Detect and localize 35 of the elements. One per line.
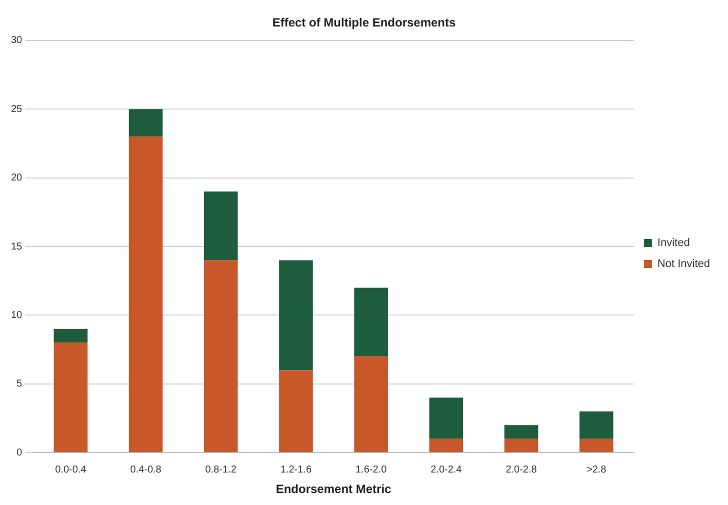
bar: [354, 288, 388, 356]
chart-title: Effect of Multiple Endorsements: [272, 16, 456, 30]
x-tick-label: 0.8-1.2: [205, 464, 237, 476]
y-tick-label: 10: [11, 310, 23, 321]
y-tick-label: 20: [11, 172, 23, 184]
legend-label: Not Invited: [657, 258, 710, 270]
bar: [54, 328, 88, 343]
bar: [579, 411, 614, 439]
bar: [354, 356, 388, 452]
x-tick-label: >2.8: [586, 464, 607, 476]
bar: [429, 438, 464, 452]
bar: [504, 438, 538, 452]
bar: [128, 109, 163, 137]
x-tick-label: 0.4-0.8: [130, 464, 162, 476]
bar: [579, 438, 614, 452]
legend-label: Invited: [657, 237, 690, 250]
y-tick-label: 25: [11, 104, 23, 115]
x-tick-label: 0.0-0.4: [55, 464, 87, 476]
bar: [504, 425, 538, 439]
y-tick-label: 15: [11, 241, 23, 252]
x-tick-label: 2.0-2.8: [506, 464, 538, 476]
bar: [429, 398, 464, 439]
bar: [279, 370, 313, 452]
bar: [54, 342, 88, 452]
bar: [204, 260, 238, 452]
bar: [204, 192, 238, 260]
x-tick-label: 2.0-2.4: [430, 464, 462, 476]
y-tick-label: 5: [16, 378, 23, 390]
x-tick-label: 1.2-1.6: [280, 464, 312, 476]
y-tick-label: 0: [16, 447, 23, 458]
bar: [279, 260, 313, 370]
x-axis-title: Endorsement Metric: [276, 482, 392, 496]
bar: [128, 136, 163, 452]
x-tick-label: 1.6-2.0: [356, 464, 388, 476]
y-tick-label: 30: [11, 35, 23, 46]
